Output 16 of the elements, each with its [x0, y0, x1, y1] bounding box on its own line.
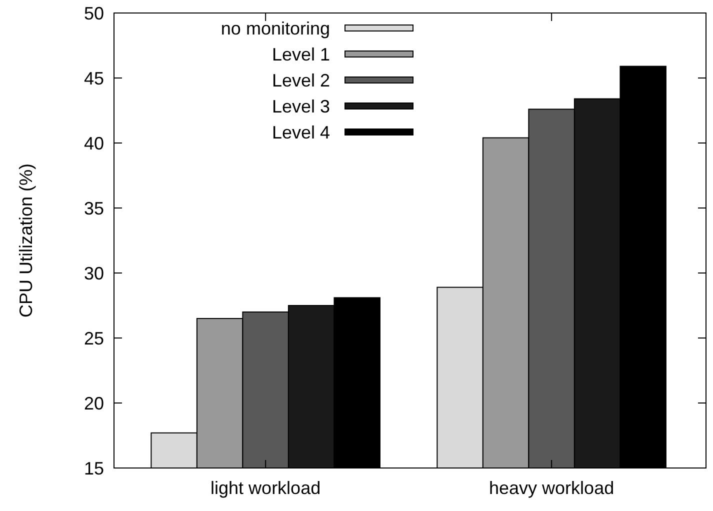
x-tick-label: heavy workload	[489, 478, 614, 498]
legend-label: Level 1	[272, 44, 330, 64]
y-tick-label: 45	[84, 68, 104, 88]
y-axis-title: CPU Utilization (%)	[16, 163, 36, 318]
y-tick-label: 25	[84, 328, 104, 348]
x-tick-label: light workload	[210, 478, 321, 498]
legend-label: no monitoring	[220, 18, 330, 38]
y-tick-label: 40	[84, 133, 104, 154]
legend-label: Level 3	[272, 96, 330, 116]
y-tick-label: 50	[84, 3, 104, 24]
y-tick-label: 20	[84, 393, 104, 414]
y-tick-label: 30	[84, 263, 104, 284]
legend-label: Level 2	[272, 70, 330, 90]
y-tick-label: 15	[84, 458, 104, 478]
y-tick-label: 35	[84, 198, 104, 218]
legend-label: Level 4	[272, 122, 330, 142]
